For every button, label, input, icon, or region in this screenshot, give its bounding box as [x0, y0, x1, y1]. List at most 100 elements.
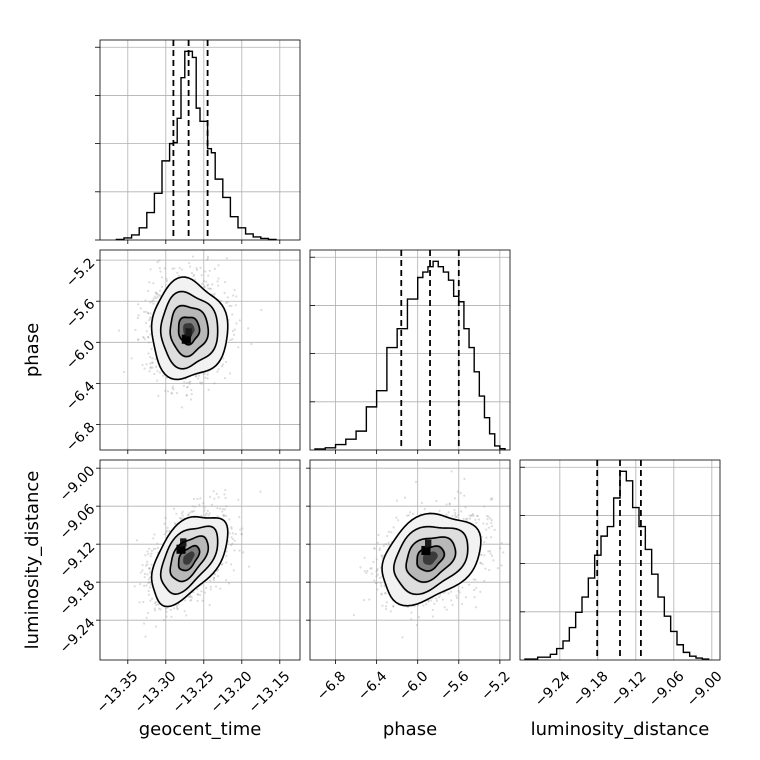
density-peak — [181, 334, 191, 344]
scatter-point — [147, 593, 151, 596]
scatter-point — [431, 608, 434, 612]
scatter-point — [234, 304, 237, 307]
scatter-point — [171, 387, 174, 390]
scatter-point — [201, 599, 204, 602]
scatter-point — [190, 392, 193, 396]
scatter-point — [205, 586, 208, 590]
scatter-point — [375, 558, 378, 561]
scatter-point — [158, 607, 161, 610]
scatter-point — [454, 511, 457, 514]
y-tick-label: −5.2 — [63, 255, 98, 290]
scatter-point — [381, 554, 384, 558]
scatter-point — [194, 375, 197, 378]
scatter-point — [147, 341, 150, 344]
scatter-point — [490, 536, 493, 539]
scatter-point — [492, 559, 495, 562]
scatter-point — [376, 573, 379, 576]
scatter-point — [382, 544, 385, 547]
scatter-point — [375, 581, 378, 584]
scatter-point — [192, 273, 196, 276]
scatter-point — [234, 533, 237, 536]
scatter-point — [475, 586, 478, 590]
scatter-point — [158, 266, 161, 270]
scatter-point — [233, 288, 236, 292]
scatter-point — [491, 498, 494, 501]
contour-line-3 — [177, 544, 201, 572]
scatter-point — [228, 372, 232, 375]
scatter-point — [147, 589, 150, 593]
scatter-point — [96, 595, 98, 597]
scatter-point — [206, 509, 209, 513]
scatter-point — [222, 514, 226, 517]
scatter-point — [359, 566, 362, 569]
contour-line-1 — [392, 525, 469, 596]
scatter-point — [212, 577, 216, 580]
scatter-point — [189, 595, 192, 598]
scatter-point — [222, 514, 225, 517]
scatter-point — [156, 293, 159, 296]
scatter-point — [189, 599, 192, 602]
scatter-point — [208, 604, 211, 607]
scatter-point — [455, 594, 458, 597]
scatter-point — [147, 289, 150, 293]
scatter-point — [144, 299, 147, 302]
histogram-geocent_time — [115, 50, 277, 241]
scatter-point — [151, 361, 154, 365]
scatter-point — [417, 616, 421, 619]
scatter-point — [192, 497, 196, 500]
y-tick-label: −6.8 — [63, 420, 98, 455]
scatter-point — [155, 365, 158, 368]
scatter-point — [496, 567, 499, 570]
scatter-point — [208, 287, 211, 291]
scatter-point — [213, 267, 217, 270]
scatter-point — [200, 590, 203, 593]
scatter-point — [212, 576, 216, 579]
scatter-point — [450, 599, 453, 602]
scatter-point — [199, 266, 202, 269]
scatter-point — [241, 527, 244, 530]
scatter-point — [232, 294, 235, 297]
scatter-point — [206, 258, 209, 262]
scatter-point — [190, 272, 194, 275]
density-layer — [117, 247, 263, 409]
scatter-point — [203, 506, 206, 509]
panel-frame — [99, 459, 301, 661]
scatter-point — [149, 599, 152, 602]
scatter-point — [447, 592, 450, 595]
scatter-point — [148, 567, 151, 570]
scatter-point — [149, 367, 152, 370]
scatter-point — [141, 569, 144, 572]
x-tick-label: −6.8 — [314, 668, 349, 703]
scatter-point — [163, 247, 165, 249]
y-axis-label-phase: phase — [22, 323, 43, 377]
scatter-point — [150, 563, 153, 566]
scatter-point — [143, 367, 146, 370]
scatter-point — [206, 257, 210, 260]
scatter-point — [479, 561, 482, 565]
scatter-point — [389, 610, 392, 613]
panel-frame — [99, 249, 301, 451]
scatter-point — [190, 596, 194, 599]
x-tick-label: −9.00 — [684, 668, 726, 710]
scatter-point — [165, 615, 168, 618]
scatter-point — [148, 325, 151, 328]
scatter-point — [186, 386, 189, 389]
scatter-point — [192, 255, 195, 258]
scatter-point — [152, 537, 155, 540]
scatter-point — [207, 274, 210, 277]
x-tick-label: −9.18 — [570, 668, 612, 710]
scatter-point — [225, 360, 228, 363]
panel-frame — [309, 249, 511, 451]
scatter-point — [489, 517, 492, 520]
histogram-luminosity_distance — [524, 470, 710, 660]
scatter-point — [406, 514, 409, 517]
scatter-point — [148, 319, 151, 322]
scatter-point — [384, 592, 387, 595]
scatter-point — [203, 286, 206, 289]
scatter-point — [217, 277, 220, 280]
density-peak — [425, 539, 432, 548]
scatter-point — [410, 618, 413, 621]
scatter-point — [181, 514, 184, 517]
panel-frame — [309, 459, 511, 661]
scatter-point — [149, 333, 152, 336]
